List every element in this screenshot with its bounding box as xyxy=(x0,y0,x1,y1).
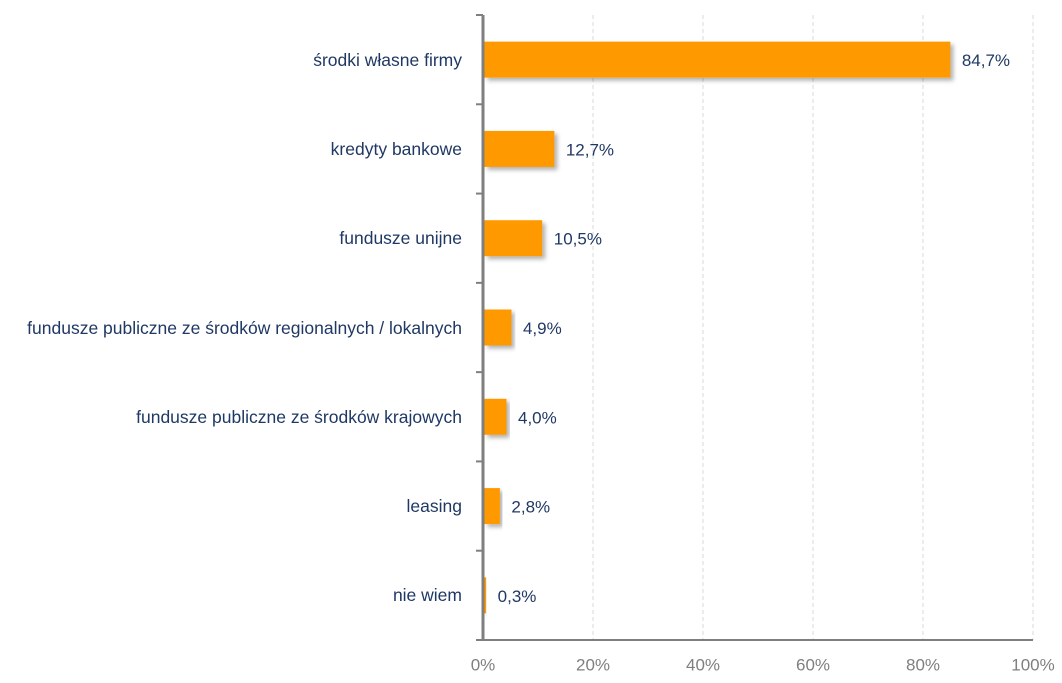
category-text: fundusze publiczne ze środków krajowych xyxy=(136,406,462,427)
category-text: fundusze unijne xyxy=(339,228,462,249)
bar xyxy=(484,577,487,614)
bar xyxy=(484,41,951,78)
category-text: leasing xyxy=(406,496,462,517)
category-label: środki własne firmy xyxy=(0,20,462,100)
category-label: fundusze unijne xyxy=(0,198,462,278)
category-text: środki własne firmy xyxy=(313,49,462,70)
x-tick-label: 40% xyxy=(686,655,720,674)
category-label: leasing xyxy=(0,466,462,546)
x-tick-label: 0% xyxy=(471,655,496,674)
bar xyxy=(484,220,543,257)
bar xyxy=(484,130,555,167)
value-label: 10,5% xyxy=(554,230,602,249)
bar xyxy=(484,488,500,525)
x-tick-label: 20% xyxy=(576,655,610,674)
category-text: fundusze publiczne ze środków regionalny… xyxy=(27,317,462,338)
value-label: 4,9% xyxy=(523,319,562,338)
category-label: nie wiem xyxy=(0,555,462,635)
x-tick-label: 100% xyxy=(1011,655,1054,674)
category-label: kredyty bankowe xyxy=(0,109,462,189)
x-tick-label: 60% xyxy=(796,655,830,674)
value-label: 84,7% xyxy=(962,51,1010,70)
x-tick-label: 80% xyxy=(906,655,940,674)
value-label: 4,0% xyxy=(518,408,557,427)
bar xyxy=(484,398,507,435)
category-text: kredyty bankowe xyxy=(330,138,462,159)
value-label: 0,3% xyxy=(498,587,537,606)
category-label: fundusze publiczne ze środków regionalny… xyxy=(0,288,462,368)
value-label: 2,8% xyxy=(511,498,550,517)
category-text: nie wiem xyxy=(392,585,462,606)
category-label: fundusze publiczne ze środków krajowych xyxy=(0,377,462,457)
bar xyxy=(484,309,512,346)
value-label: 12,7% xyxy=(566,140,614,159)
